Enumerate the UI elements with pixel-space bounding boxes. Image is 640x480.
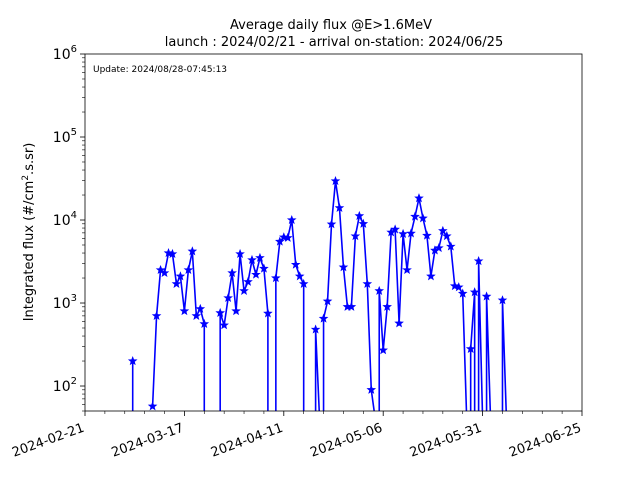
data-point-marker xyxy=(243,276,253,286)
data-point-marker xyxy=(159,267,170,278)
data-point-marker xyxy=(465,343,476,353)
data-point-marker xyxy=(402,264,412,275)
data-point-marker xyxy=(358,218,369,228)
data-point-marker xyxy=(453,282,464,292)
data-point-marker xyxy=(378,345,388,355)
data-point-marker xyxy=(215,307,225,317)
data-point-marker xyxy=(147,401,158,411)
data-point-marker xyxy=(434,242,444,253)
data-point-marker xyxy=(235,248,245,259)
data-point-marker xyxy=(183,264,194,275)
data-point-marker xyxy=(271,272,281,283)
chart-title-line-1: Average daily flux @E>1.6MeV xyxy=(230,18,432,33)
data-point-marker xyxy=(231,306,241,316)
data-point-marker xyxy=(422,230,432,240)
data-point-marker xyxy=(426,271,436,281)
data-point-marker xyxy=(290,259,301,269)
data-point-marker xyxy=(167,248,178,259)
data-point-marker xyxy=(179,306,190,316)
data-point-marker xyxy=(191,310,202,320)
data-point-marker xyxy=(227,267,237,278)
y-tick-label: 103 xyxy=(53,293,77,312)
data-point-marker xyxy=(382,301,392,311)
data-point-marker xyxy=(442,231,452,241)
data-point-marker xyxy=(310,324,321,334)
data-point-marker xyxy=(350,231,361,241)
data-point-marker xyxy=(247,254,257,265)
data-point-marker xyxy=(394,318,404,328)
data-point-marker xyxy=(366,384,377,394)
chart-title-line-2: launch : 2024/02/21 - arrival on-station… xyxy=(165,35,503,50)
series-line-segment xyxy=(275,219,305,411)
data-point-marker xyxy=(151,310,162,320)
data-point-marker xyxy=(251,269,261,279)
data-point-marker xyxy=(346,301,357,311)
data-point-marker xyxy=(390,224,400,234)
data-point-marker xyxy=(473,256,484,266)
y-tick-label: 105 xyxy=(53,127,77,146)
flux-series xyxy=(127,175,508,411)
data-point-marker xyxy=(187,246,198,256)
update-annotation: Update: 2024/08/28-07:45:13 xyxy=(93,65,227,75)
data-point-marker xyxy=(318,313,329,323)
y-axis-label: Integrated flux (#/cm2.s.sr) xyxy=(21,143,37,322)
data-point-marker xyxy=(406,228,416,238)
data-point-marker xyxy=(259,263,269,273)
data-point-marker xyxy=(171,278,182,288)
data-point-marker xyxy=(438,225,448,235)
y-axis-ticks: 102 103 104 105 106 xyxy=(53,44,85,412)
data-point-marker xyxy=(286,214,297,225)
series-line-segment xyxy=(469,291,476,411)
data-point-marker xyxy=(334,202,345,212)
data-point-marker xyxy=(414,193,424,203)
data-point-marker xyxy=(263,308,273,318)
y-tick-label: 106 xyxy=(53,44,77,63)
data-point-marker xyxy=(223,292,233,303)
data-point-marker xyxy=(330,175,341,186)
data-point-marker xyxy=(239,285,249,295)
data-point-marker xyxy=(298,278,309,288)
data-point-marker xyxy=(446,241,456,251)
data-point-marker xyxy=(219,320,229,330)
data-point-marker xyxy=(195,303,206,313)
data-point-marker xyxy=(127,355,138,366)
data-point-marker xyxy=(418,213,428,223)
data-point-marker xyxy=(255,252,265,262)
y-tick-label: 104 xyxy=(53,210,77,229)
data-point-marker xyxy=(398,228,408,238)
data-point-marker xyxy=(457,288,468,298)
data-point-marker xyxy=(362,278,373,288)
data-point-marker xyxy=(354,210,365,220)
y-tick-label: 102 xyxy=(53,376,77,395)
data-point-marker xyxy=(175,271,186,281)
data-point-marker xyxy=(374,285,385,295)
data-point-marker xyxy=(481,291,492,301)
data-point-marker xyxy=(469,287,480,297)
svg-text:Integrated flux (#/cm2.s.sr): Integrated flux (#/cm2.s.sr) xyxy=(21,143,37,322)
data-point-marker xyxy=(199,318,210,328)
data-point-marker xyxy=(275,236,285,246)
data-point-marker xyxy=(294,271,305,281)
data-point-marker xyxy=(338,262,349,272)
data-point-marker xyxy=(322,296,333,306)
data-point-marker xyxy=(497,295,508,305)
series-line-segment xyxy=(378,197,468,411)
data-point-marker xyxy=(282,232,293,242)
data-point-marker xyxy=(326,219,337,229)
plot-frame xyxy=(84,53,583,412)
data-point-marker xyxy=(410,211,420,221)
